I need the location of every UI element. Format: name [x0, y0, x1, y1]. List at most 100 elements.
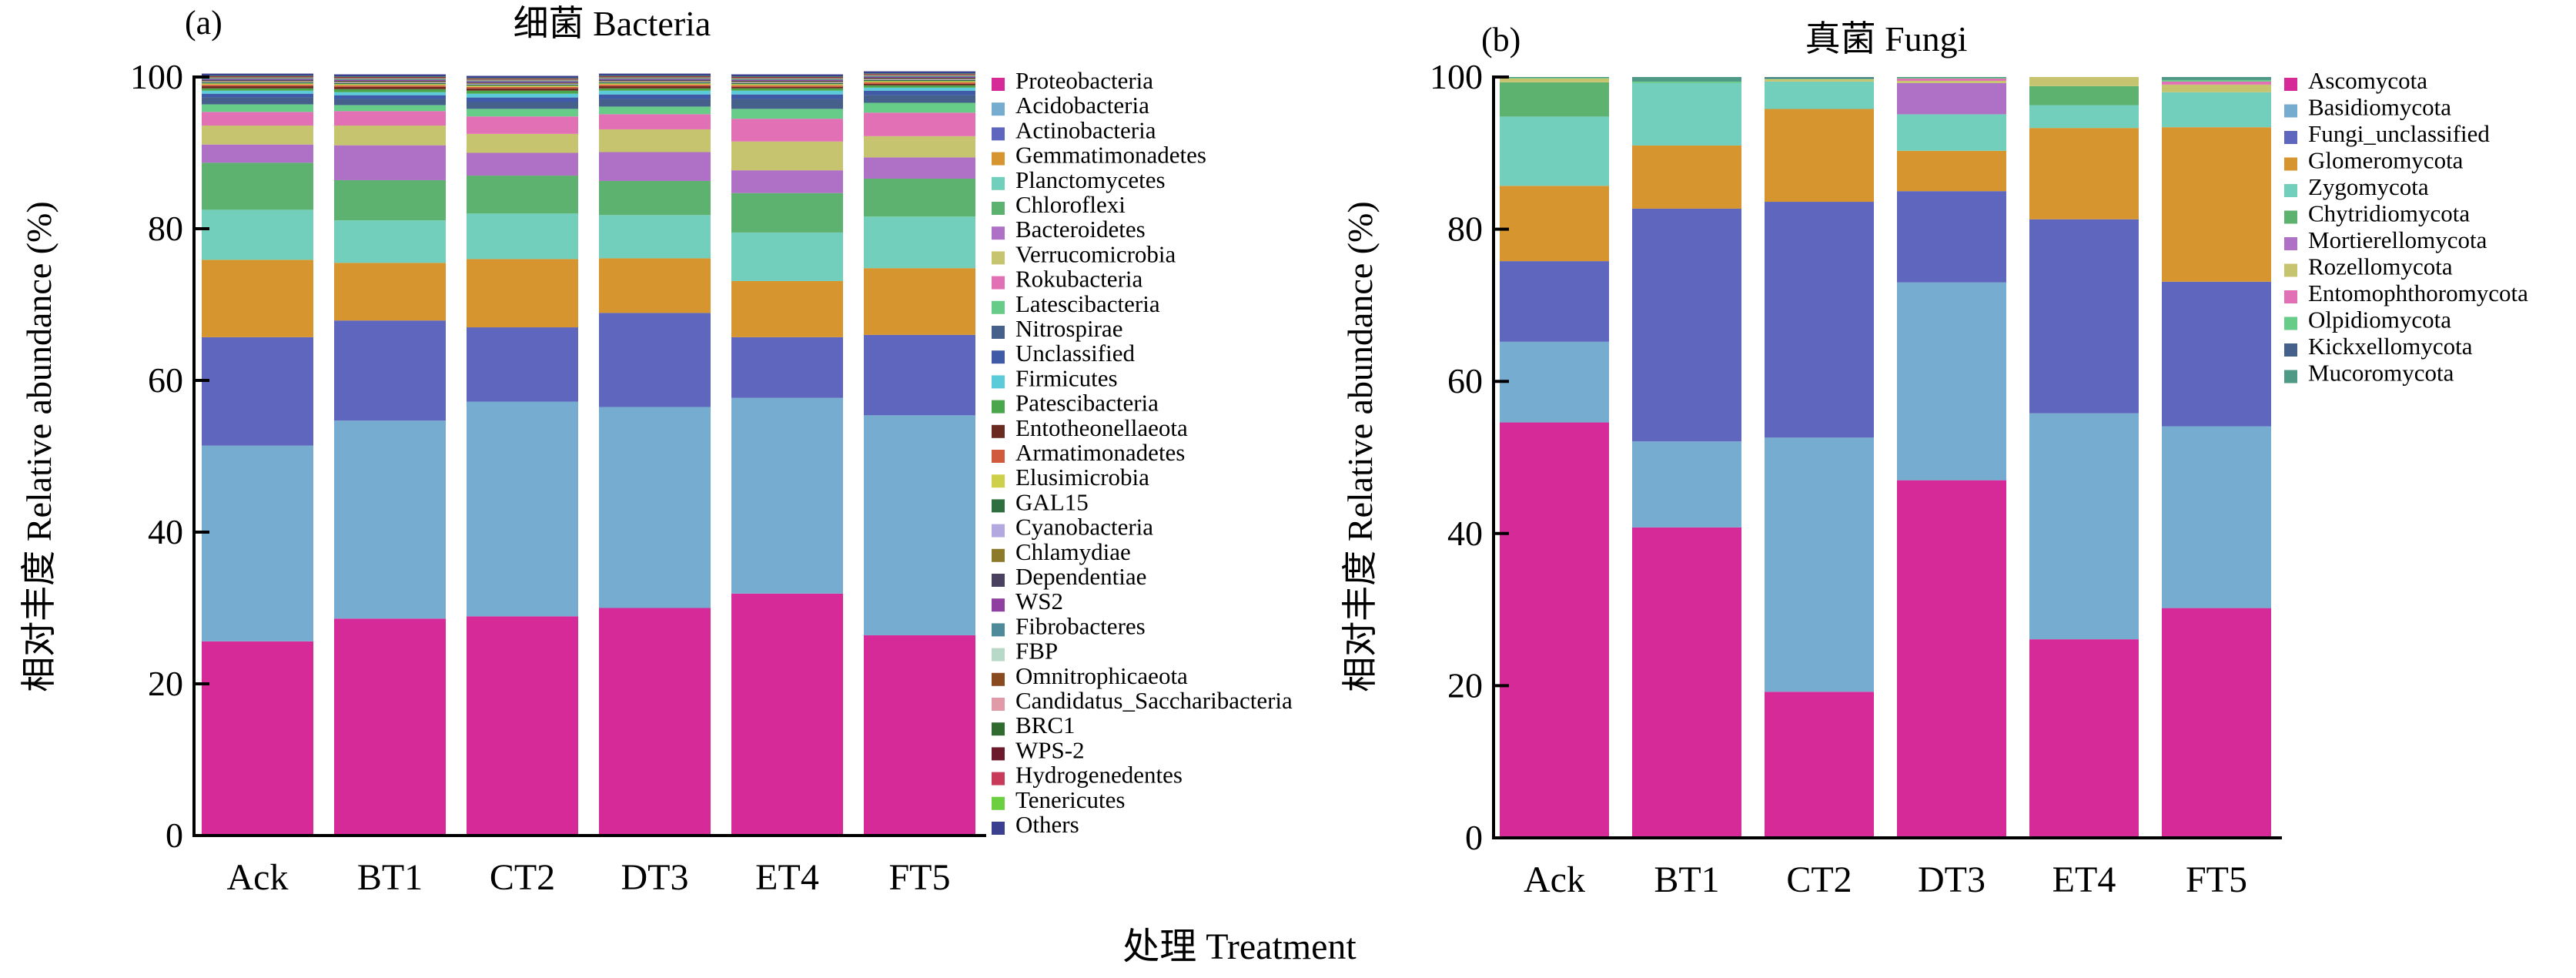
bar-segment-bacteria: [731, 86, 843, 89]
legend-entry-bacteria: Firmicutes: [992, 364, 1118, 391]
bar-segment-bacteria: [731, 109, 843, 119]
legend-entry-bacteria: Cyanobacteria: [992, 514, 1153, 541]
legend-swatch-bacteria: [992, 424, 1005, 438]
legend-label-bacteria: Bacteroidetes: [1015, 216, 1146, 243]
bar-segment-bacteria: [334, 78, 446, 79]
bar-segment-bacteria: [731, 80, 843, 82]
legend-swatch-fungi: [2284, 210, 2297, 224]
legend-label-bacteria: Chlamydiae: [1015, 538, 1131, 565]
legend-label-bacteria: Acidobacteria: [1015, 92, 1149, 119]
bar-segment-fungi: [1897, 80, 2006, 83]
bar-segment-bacteria: [731, 232, 843, 281]
bar-segment-bacteria: [467, 93, 578, 98]
panel-bacteria: (a) 细菌 Bacteria 相对丰度 Relative abundance …: [19, 4, 1293, 898]
bar-segment-bacteria: [202, 76, 313, 77]
y-axis-bacteria: 0 20 40 60 80 100: [130, 57, 986, 855]
legend-bacteria: ProteobacteriaAcidobacteriaActinobacteri…: [992, 67, 1293, 838]
bar-segment-bacteria: [864, 85, 975, 88]
bar-segment-bacteria: [467, 79, 578, 80]
bar-segment-bacteria: [731, 82, 843, 85]
legend-label-bacteria: Firmicutes: [1015, 364, 1118, 391]
bar-segment-fungi: [1897, 191, 2006, 283]
bar-segment-bacteria: [599, 78, 711, 79]
legend-swatch-bacteria: [992, 822, 1005, 835]
bar-segment-bacteria: [467, 80, 578, 82]
y-tick-label-bacteria: 20: [148, 664, 183, 703]
bar-segment-fungi: [1765, 79, 1874, 82]
bar-segment-bacteria: [467, 90, 578, 94]
bar-segment-bacteria: [599, 313, 711, 407]
bar-segment-bacteria: [599, 77, 711, 78]
bar-segment-bacteria: [202, 83, 313, 85]
legend-swatch-bacteria: [992, 648, 1005, 661]
legend-entry-bacteria: Chloroflexi: [992, 191, 1126, 218]
bar-segment-bacteria: [599, 73, 711, 76]
bar-segment-bacteria: [202, 90, 313, 94]
legend-entry-fungi: Chytridiomycota: [2284, 200, 2470, 227]
legend-swatch-bacteria: [992, 574, 1005, 587]
bar-segment-bacteria: [467, 176, 578, 214]
legend-label-bacteria: Entotheonellaeota: [1015, 414, 1188, 441]
bar-segment-bacteria: [202, 84, 313, 86]
bar-segment-bacteria: [334, 145, 446, 180]
legend-entry-bacteria: Hydrogenedentes: [992, 762, 1183, 789]
chart-title-fungi: 真菌 Fungi: [1805, 19, 1968, 59]
legend-label-bacteria: Latescibacteria: [1015, 290, 1160, 317]
bar-segment-bacteria: [731, 99, 843, 109]
legend-label-fungi: Zygomycota: [2308, 173, 2429, 200]
bar-segment-bacteria: [334, 79, 446, 80]
bar-segment-bacteria: [334, 86, 446, 89]
bar-segment-fungi: [1897, 78, 2006, 81]
legend-label-bacteria: Armatimonadetes: [1015, 439, 1185, 466]
bar-segment-fungi: [2029, 639, 2139, 838]
bar-segment-bacteria: [731, 397, 843, 594]
bar-segment-bacteria: [467, 616, 578, 836]
bar-segment-fungi: [1897, 114, 2006, 151]
bar-segment-bacteria: [334, 76, 446, 78]
bar-segment-bacteria: [334, 79, 446, 81]
bar-segment-bacteria: [599, 77, 711, 79]
bar-segment-bacteria: [731, 141, 843, 171]
legend-label-fungi: Entomophthoromycota: [2308, 280, 2528, 306]
bar-segment-bacteria: [334, 74, 446, 77]
bar-segment-bacteria: [334, 95, 446, 99]
legend-swatch-bacteria: [992, 747, 1005, 761]
legend-swatch-bacteria: [992, 326, 1005, 339]
legend-entry-bacteria: Dependentiae: [992, 563, 1146, 590]
bar-segment-fungi: [1765, 692, 1874, 838]
bar-segment-bacteria: [334, 82, 446, 85]
bar-segment-fungi: [2162, 426, 2271, 608]
bar-segment-fungi: [2162, 281, 2271, 427]
bars-fungi: [1500, 77, 2271, 838]
bar-segment-bacteria: [202, 79, 313, 81]
legend-label-bacteria: Elusimicrobia: [1015, 464, 1149, 491]
legend-swatch-bacteria: [992, 450, 1005, 463]
bar-segment-bacteria: [731, 88, 843, 91]
legend-entry-bacteria: Patescibacteria: [992, 390, 1159, 417]
x-tick-label-bacteria: FT5: [888, 857, 950, 898]
panel-fungi: (b) 真菌 Fungi 相对丰度 Relative abundance (%)…: [1340, 19, 2528, 900]
legend-label-bacteria: Omnitrophicaeota: [1015, 662, 1188, 689]
bar-segment-bacteria: [864, 334, 975, 416]
bar-segment-bacteria: [599, 180, 711, 216]
bar-segment-fungi: [1897, 480, 2006, 838]
legend-entry-bacteria: WPS-2: [992, 736, 1085, 763]
legend-swatch-fungi: [2284, 290, 2297, 303]
bar-segment-fungi: [1500, 116, 1609, 186]
bar-segment-bacteria: [334, 420, 446, 619]
y-tick-label-bacteria: 100: [130, 57, 183, 96]
bar-segment-bacteria: [202, 77, 313, 78]
legend-label-bacteria: Chloroflexi: [1015, 191, 1126, 218]
bar-segment-bacteria: [731, 76, 843, 78]
y-tick-label-fungi: 40: [1447, 514, 1483, 553]
bar-segment-bacteria: [202, 75, 313, 77]
legend-entry-bacteria: Gemmatimonadetes: [992, 142, 1206, 169]
bar-segment-bacteria: [467, 401, 578, 617]
bar-segment-bacteria: [334, 84, 446, 85]
legend-label-bacteria: Proteobacteria: [1015, 67, 1153, 94]
legend-label-fungi: Ascomycota: [2308, 67, 2427, 94]
legend-swatch-fungi: [2284, 104, 2297, 118]
x-axis-bacteria: Ack BT1 CT2 DT3 ET4 FT5: [227, 857, 951, 898]
legend-swatch-fungi: [2284, 343, 2297, 357]
bar-segment-bacteria: [334, 99, 446, 106]
